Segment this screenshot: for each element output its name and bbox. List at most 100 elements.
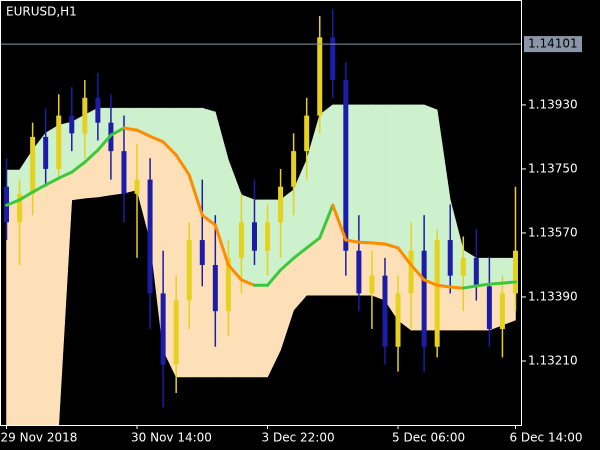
- upper-band-area: [371, 104, 386, 245]
- middle-line: [44, 176, 61, 187]
- y-tick-label: 1.13390: [528, 289, 578, 303]
- lower-band-area: [32, 184, 46, 426]
- candle-body: [212, 264, 218, 312]
- candle-body: [56, 115, 62, 169]
- candle-body: [447, 240, 453, 276]
- candle-body: [43, 136, 49, 169]
- candle-body: [225, 257, 231, 312]
- middle-line: [239, 278, 256, 287]
- lower-band-area: [6, 199, 20, 426]
- upper-band-area: [489, 257, 503, 285]
- middle-line: [161, 140, 178, 157]
- candle-body: [95, 97, 101, 123]
- candle-body: [17, 193, 23, 223]
- candle-body: [291, 151, 297, 187]
- candle-body: [265, 222, 271, 251]
- candle-body: [369, 275, 375, 294]
- upper-band-area: [201, 107, 216, 226]
- upper-band-area: [397, 104, 412, 266]
- middle-line: [187, 173, 204, 217]
- middle-line: [344, 238, 361, 244]
- middle-line: [135, 128, 152, 138]
- candle-body: [421, 250, 427, 347]
- candle-body: [473, 257, 479, 287]
- plot-area: [4, 8, 518, 426]
- middle-line: [31, 183, 48, 194]
- middle-line: [18, 190, 35, 202]
- candle-body: [317, 37, 323, 116]
- candle-body: [460, 257, 466, 276]
- y-tick-label: 1.13750: [528, 161, 578, 175]
- x-tick-label: 3 Dec 22:00: [262, 431, 335, 445]
- middle-line: [5, 198, 22, 207]
- middle-line: [357, 240, 374, 245]
- candle-body: [356, 250, 362, 294]
- middle-line: [331, 203, 348, 242]
- candle-body: [69, 115, 75, 134]
- middle-line: [487, 281, 504, 286]
- lower-band-area: [280, 257, 294, 351]
- middle-line: [266, 268, 283, 287]
- middle-line: [122, 126, 139, 132]
- y-tick-label: 1.13930: [528, 97, 578, 111]
- x-tick-label: 5 Dec 06:00: [392, 431, 465, 445]
- middle-line: [435, 283, 452, 289]
- x-tick-label: 6 Dec 14:00: [509, 431, 582, 445]
- lower-band-area: [19, 191, 33, 426]
- candle-body: [304, 115, 310, 152]
- lower-band-area: [241, 279, 255, 378]
- candle-body: [395, 293, 401, 347]
- plot-frame: [0, 0, 522, 426]
- candle-body: [121, 151, 127, 194]
- lower-band-area: [449, 286, 464, 331]
- candle-body: [134, 179, 140, 194]
- middle-line: [279, 256, 296, 272]
- middle-line: [226, 263, 243, 282]
- middle-line: [305, 236, 322, 250]
- candle-body: [160, 293, 166, 365]
- candle-body: [199, 240, 205, 265]
- middle-line: [396, 246, 413, 267]
- chart-title: EURUSD,H1: [6, 5, 77, 19]
- lower-band-area: [267, 269, 281, 378]
- middle-line: [409, 263, 426, 282]
- upper-band-area: [358, 104, 373, 244]
- candle-body: [434, 240, 440, 347]
- candle-body: [147, 179, 153, 294]
- middle-line: [292, 246, 309, 260]
- price-label-box: [524, 36, 582, 53]
- upper-band-area: [384, 104, 399, 249]
- x-tick-label: 30 Nov 14:00: [131, 431, 212, 445]
- candle-body: [173, 300, 179, 365]
- middle-line: [174, 153, 191, 177]
- candle-body: [278, 186, 284, 223]
- middle-line: [96, 133, 113, 152]
- middle-line: [474, 282, 491, 288]
- y-tick-label: 1.13570: [528, 225, 578, 239]
- middle-line: [70, 160, 87, 174]
- middle-line: [148, 134, 165, 144]
- candle-body: [238, 222, 244, 258]
- candle-body: [330, 37, 336, 81]
- middle-line: [500, 280, 517, 285]
- candle-body: [486, 286, 492, 329]
- middle-line: [318, 203, 335, 240]
- lower-band-area: [462, 285, 477, 331]
- lower-band-area: [45, 177, 60, 426]
- middle-line: [213, 223, 230, 267]
- candle-body: [82, 97, 88, 134]
- candle-body: [512, 250, 518, 294]
- middle-line: [448, 285, 465, 290]
- price-label: 1.14101: [528, 37, 578, 51]
- candle-body: [499, 293, 505, 329]
- candle-body: [382, 275, 388, 347]
- candle-body: [408, 250, 414, 294]
- lower-band-area: [254, 284, 268, 378]
- candle-body: [343, 80, 349, 251]
- middle-line: [200, 213, 217, 227]
- x-tick-label: 29 Nov 2018: [1, 431, 78, 445]
- lower-band-area: [58, 171, 73, 426]
- middle-line: [422, 278, 439, 287]
- middle-line: [383, 242, 400, 250]
